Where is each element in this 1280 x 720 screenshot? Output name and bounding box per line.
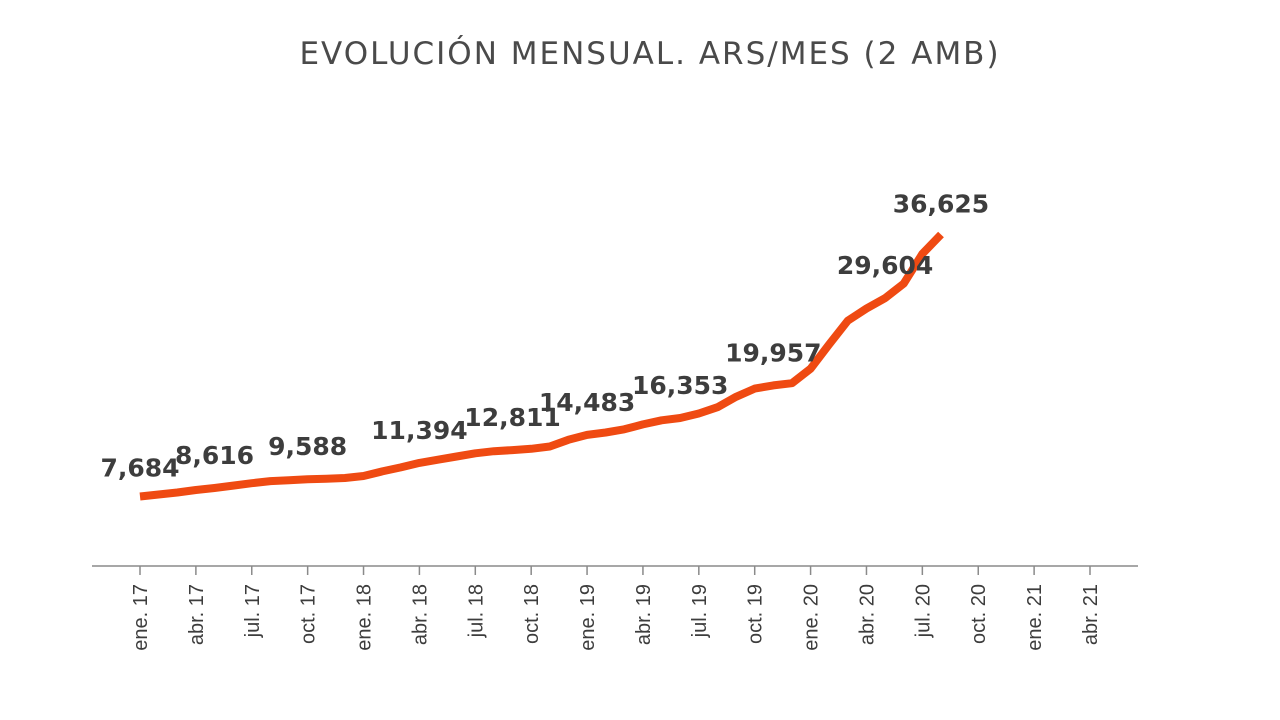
chart-title: EVOLUCIÓN MENSUAL. ARS/MES (2 AMB)	[299, 36, 1001, 72]
x-tick-label: abr. 21	[1080, 584, 1102, 645]
x-tick-label: ene. 21	[1024, 584, 1046, 651]
x-tick-label: ene. 17	[130, 584, 152, 651]
x-tick-label: abr. 17	[186, 584, 208, 645]
x-tick-label: oct. 18	[521, 584, 543, 644]
x-tick-label: jul. 19	[689, 584, 711, 638]
x-tick-label: jul. 20	[912, 584, 934, 638]
data-label: 29,604	[837, 251, 933, 280]
data-label: 7,684	[100, 453, 179, 482]
x-tick-label: jul. 17	[242, 584, 264, 638]
x-tick-label: abr. 18	[409, 584, 431, 645]
data-label: 36,625	[893, 190, 989, 219]
data-label: 8,616	[175, 441, 254, 470]
data-label: 12,811	[464, 403, 560, 432]
x-tick-label: ene. 18	[354, 584, 376, 651]
x-tick-label: oct. 17	[298, 584, 320, 644]
x-tick-label: abr. 19	[633, 584, 655, 645]
data-label: 14,483	[539, 388, 635, 417]
x-tick-label: ene. 19	[577, 584, 599, 651]
x-tick-label: abr. 20	[856, 584, 878, 645]
data-label: 11,394	[371, 416, 467, 445]
x-tick-label: oct. 20	[968, 584, 990, 644]
x-tick-label: oct. 19	[745, 584, 767, 644]
series-line	[139, 231, 944, 501]
data-label: 19,957	[725, 338, 821, 367]
data-label: 9,588	[268, 432, 347, 461]
x-tick-label: ene. 20	[801, 584, 823, 651]
data-label: 16,353	[632, 371, 728, 400]
x-axis-ticks: ene. 17 abr. 17 jul. 17 oct. 17 ene. 18 abr. …	[130, 566, 1102, 651]
series-group	[139, 231, 944, 501]
x-tick-label: jul. 18	[465, 584, 487, 638]
